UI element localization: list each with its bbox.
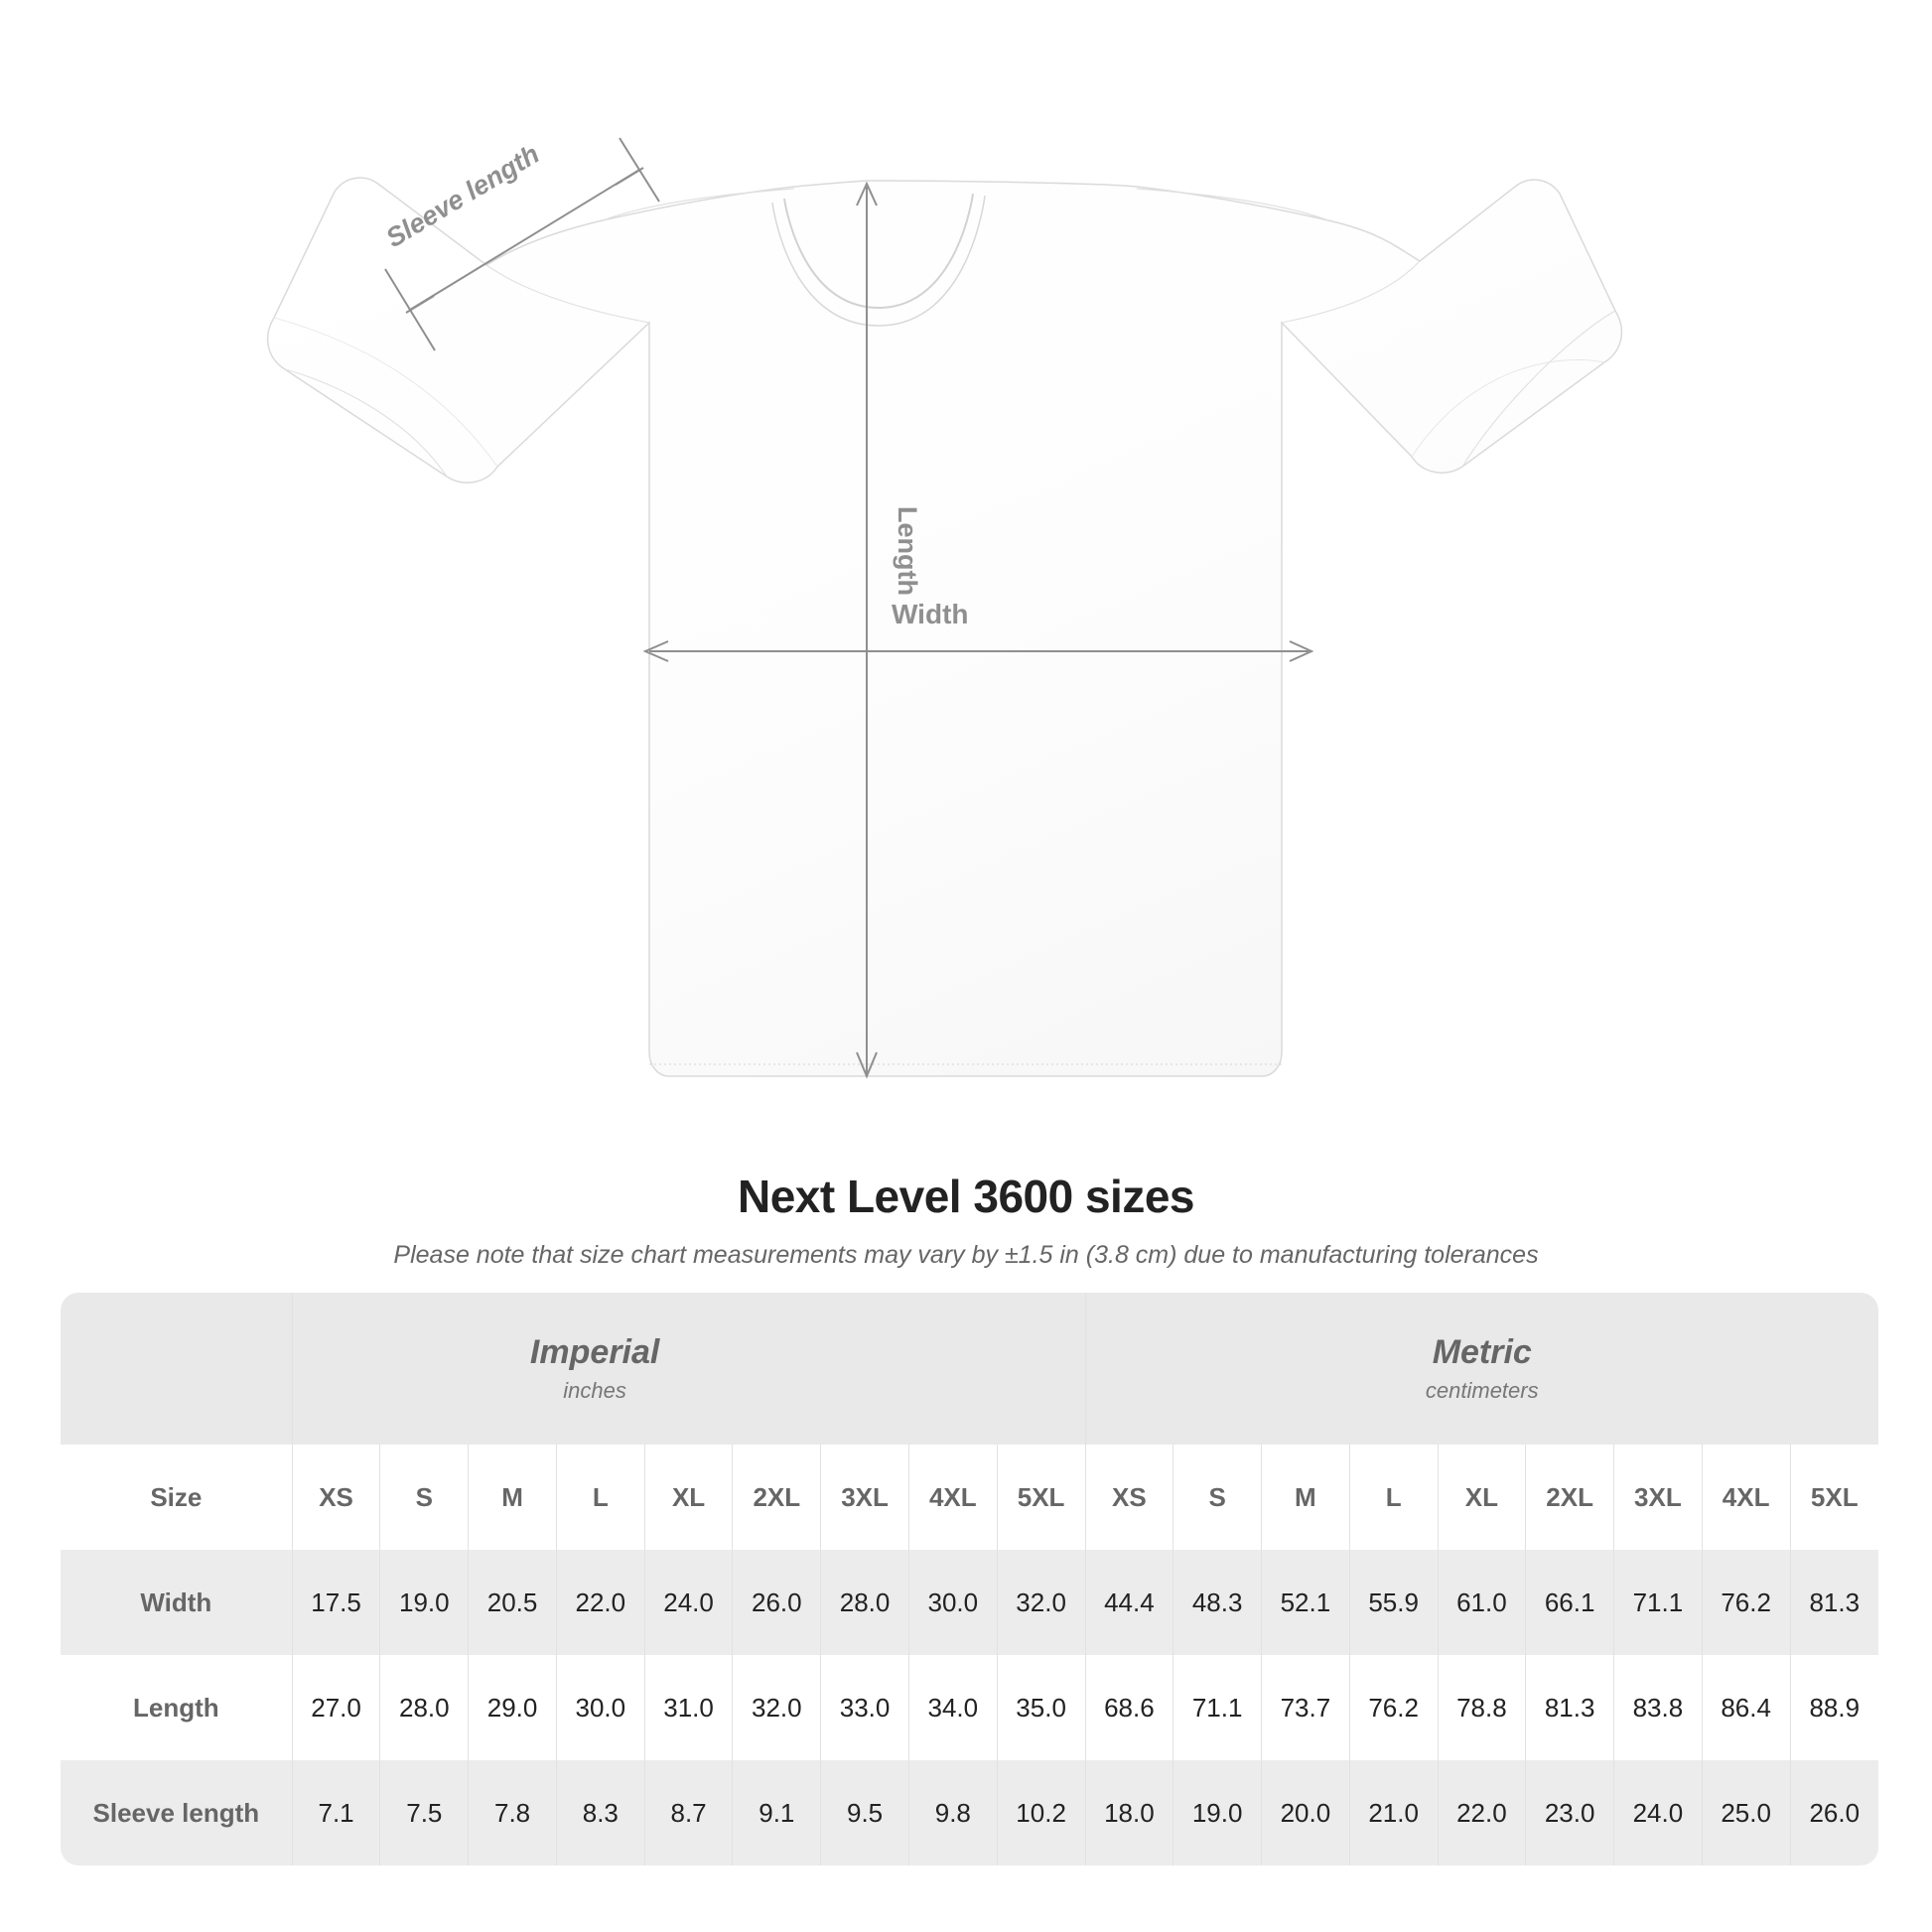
svg-text:Sleeve length: Sleeve length [381, 139, 545, 253]
svg-text:Length: Length [893, 506, 922, 596]
svg-text:Width: Width [892, 599, 969, 629]
